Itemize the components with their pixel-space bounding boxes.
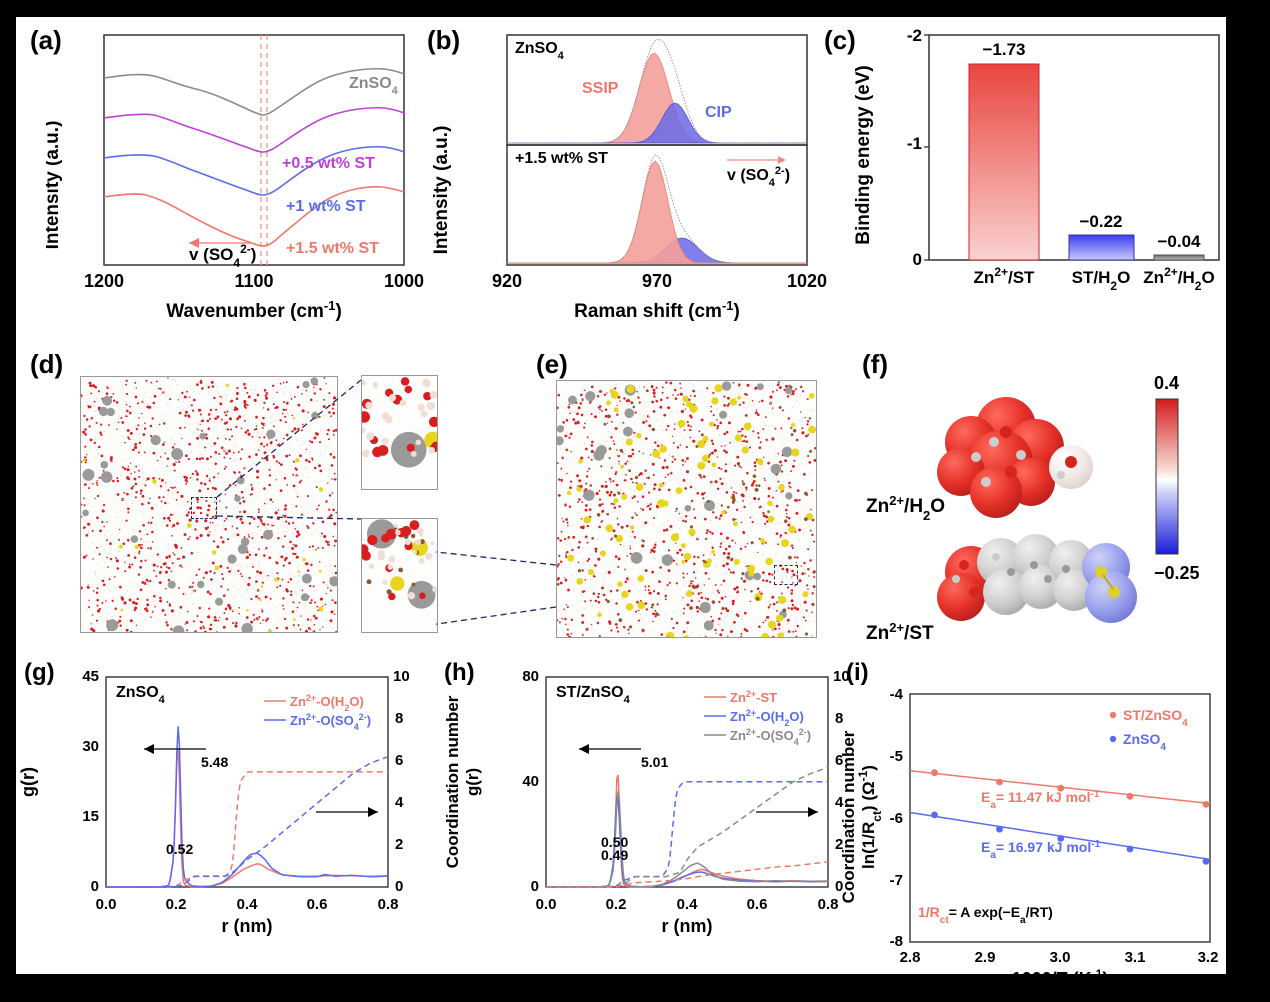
svg-text:Coordination number: Coordination number — [839, 730, 858, 903]
svg-text:4: 4 — [395, 794, 404, 811]
svg-text:Intensity (a.u.): Intensity (a.u.) — [431, 126, 452, 255]
svg-text:1000: 1000 — [384, 271, 424, 291]
svg-text:15: 15 — [82, 808, 99, 825]
svg-text:Intensity (a.u.): Intensity (a.u.) — [46, 121, 63, 250]
svg-text:8: 8 — [395, 710, 403, 727]
svg-text:0.49: 0.49 — [601, 847, 628, 863]
svg-text:ST/ZnSO4: ST/ZnSO4 — [1123, 707, 1188, 729]
svg-text:ZnSO4: ZnSO4 — [349, 75, 399, 97]
svg-text:0.2: 0.2 — [166, 896, 187, 913]
svg-text:CIP: CIP — [705, 104, 732, 121]
svg-text:0.0: 0.0 — [536, 896, 557, 913]
svg-text:2: 2 — [395, 836, 403, 853]
svg-text:ST/ZnSO4: ST/ZnSO4 — [556, 684, 631, 706]
svg-text:0.2: 0.2 — [606, 896, 627, 913]
svg-text:v (SO42-): v (SO42-) — [727, 165, 790, 189]
svg-text:−0.04: −0.04 — [1157, 232, 1201, 251]
svg-text:920: 920 — [492, 271, 522, 291]
svg-text:g(r): g(r) — [463, 768, 482, 796]
svg-text:-8: -8 — [890, 933, 903, 950]
svg-text:30: 30 — [82, 738, 99, 755]
svg-text:-6: -6 — [890, 810, 903, 827]
svg-text:Binding energy (eV): Binding energy (eV) — [853, 65, 874, 244]
svg-text:0.6: 0.6 — [747, 896, 768, 913]
svg-text:Zn2+-ST: Zn2+-ST — [730, 689, 777, 705]
svg-text:3.1: 3.1 — [1125, 949, 1146, 966]
svg-text:Zn2+-O(SO42-): Zn2+-O(SO42-) — [730, 727, 811, 747]
svg-text:0.52: 0.52 — [166, 841, 193, 857]
svg-text:0.8: 0.8 — [378, 896, 399, 913]
svg-text:1200: 1200 — [84, 271, 124, 291]
svg-text:5.48: 5.48 — [201, 754, 228, 770]
svg-text:Zn2+/ST: Zn2+/ST — [866, 620, 934, 645]
svg-text:1100: 1100 — [234, 271, 273, 291]
svg-text:0: 0 — [395, 878, 403, 895]
svg-text:Zn2+-O(H2O): Zn2+-O(H2O) — [730, 708, 804, 728]
svg-text:80: 80 — [522, 668, 539, 685]
svg-text:+0.5 wt% ST: +0.5 wt% ST — [282, 155, 375, 172]
svg-text:+1.5 wt% ST: +1.5 wt% ST — [286, 240, 379, 257]
svg-text:1/Rct= A exp(−Ea/RT): 1/Rct= A exp(−Ea/RT) — [918, 904, 1053, 926]
svg-text:Ea= 16.97 kJ mol-1: Ea= 16.97 kJ mol-1 — [981, 839, 1101, 861]
svg-text:0: 0 — [531, 878, 539, 895]
svg-text:-7: -7 — [890, 872, 903, 889]
svg-text:0.0: 0.0 — [96, 896, 117, 913]
svg-text:970: 970 — [642, 271, 672, 291]
svg-text:-2: -2 — [907, 26, 922, 45]
svg-text:2.9: 2.9 — [975, 949, 996, 966]
svg-text:Wavenumber (cm-1): Wavenumber (cm-1) — [166, 298, 342, 323]
svg-text:40: 40 — [522, 773, 539, 790]
svg-text:ZnSO4: ZnSO4 — [515, 40, 565, 62]
svg-text:−0.22: −0.22 — [1079, 212, 1122, 231]
svg-text:0: 0 — [913, 250, 922, 269]
svg-text:v (SO42-): v (SO42-) — [189, 242, 256, 270]
svg-text:-4: -4 — [890, 686, 904, 703]
svg-text:−1.73: −1.73 — [982, 40, 1025, 59]
svg-text:0.6: 0.6 — [307, 896, 328, 913]
svg-text:6: 6 — [395, 752, 403, 769]
svg-text:+1.5 wt% ST: +1.5 wt% ST — [515, 150, 608, 167]
svg-text:5.01: 5.01 — [641, 754, 668, 770]
svg-text:3.0: 3.0 — [1050, 949, 1071, 966]
svg-text:-1: -1 — [907, 134, 922, 153]
svg-text:r (nm): r (nm) — [662, 916, 713, 936]
svg-text:−0.25: −0.25 — [1154, 563, 1200, 583]
svg-text:SSIP: SSIP — [582, 80, 619, 97]
svg-text:Zn2+-O(SO42-): Zn2+-O(SO42-) — [290, 712, 371, 732]
svg-text:r (nm): r (nm) — [222, 916, 273, 936]
svg-text:1020: 1020 — [787, 271, 827, 291]
svg-text:2.8: 2.8 — [900, 949, 921, 966]
svg-text:0: 0 — [91, 878, 99, 895]
svg-text:-5: -5 — [890, 748, 903, 765]
svg-text:0.4: 0.4 — [237, 896, 259, 913]
svg-text:ZnSO4: ZnSO4 — [116, 684, 166, 706]
svg-text:Zn2+/H2O: Zn2+/H2O — [866, 493, 945, 523]
svg-text:ln(1/Rct) (Ω-1): ln(1/Rct) (Ω-1) — [856, 765, 884, 869]
svg-text:Zn2+-O(H2O): Zn2+-O(H2O) — [290, 693, 364, 713]
svg-text:g(r): g(r) — [18, 767, 38, 797]
svg-text:Coordination number: Coordination number — [443, 695, 462, 868]
svg-text:0.4: 0.4 — [1154, 373, 1179, 393]
svg-text:3.2: 3.2 — [1198, 949, 1219, 966]
svg-text:10: 10 — [393, 668, 410, 685]
svg-text:Ea= 11.47 kJ mol-1: Ea= 11.47 kJ mol-1 — [981, 789, 1100, 811]
svg-text:0.8: 0.8 — [818, 896, 839, 913]
svg-text:Raman shift (cm-1): Raman shift (cm-1) — [574, 298, 740, 323]
svg-text:Zn2+/ST: Zn2+/ST — [974, 265, 1036, 287]
svg-text:Zn2+/H2O: Zn2+/H2O — [1143, 265, 1214, 293]
svg-text:+1 wt% ST: +1 wt% ST — [286, 198, 366, 215]
svg-text:ZnSO4: ZnSO4 — [1123, 731, 1166, 753]
svg-text:1000/T (K-1): 1000/T (K-1) — [1012, 967, 1109, 989]
svg-text:45: 45 — [82, 668, 99, 685]
svg-text:0.4: 0.4 — [677, 896, 699, 913]
svg-text:ST/H2O: ST/H2O — [1072, 268, 1131, 293]
